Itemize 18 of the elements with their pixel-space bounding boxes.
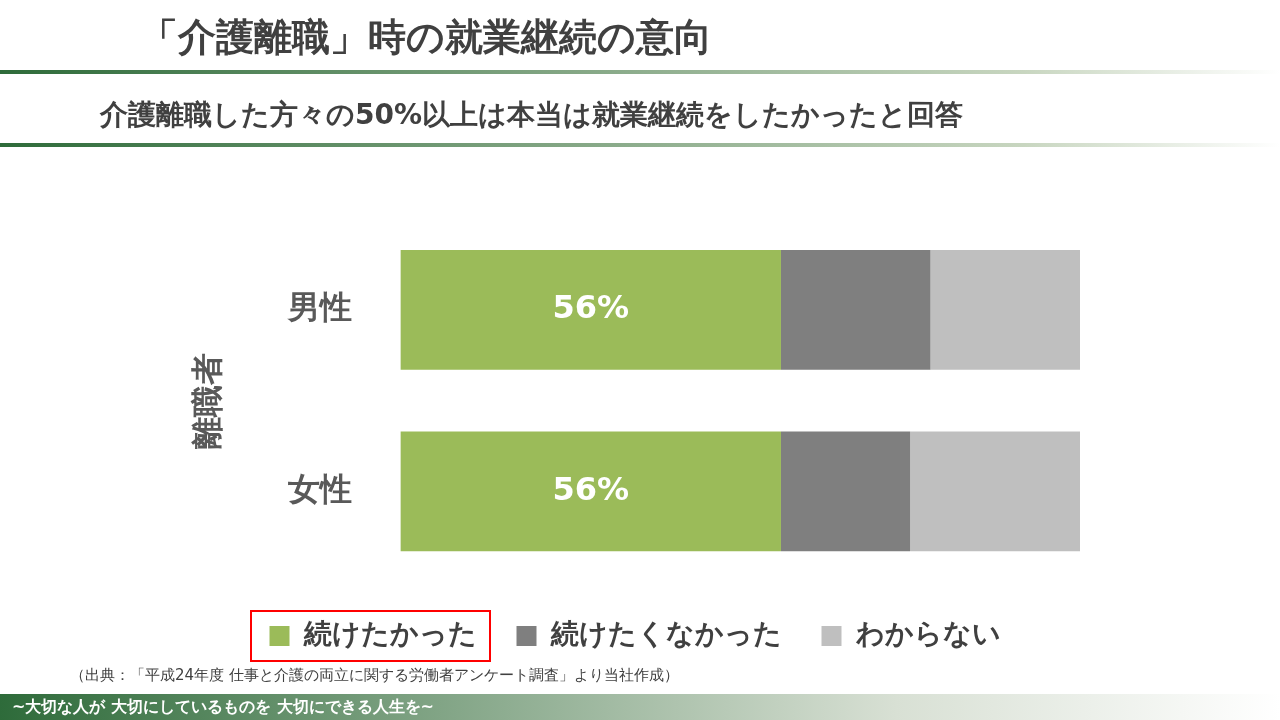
- data-label: 56%: [552, 469, 629, 508]
- text: ~大切な人が 大切にしているものを 大切にできる人生を~: [12, 697, 434, 718]
- chart-subtitle: 介護離職した方々の50%以上は本当は就業継続をしたかったと回答: [100, 97, 964, 133]
- bar: [930, 250, 1080, 370]
- y-axis-title: 離職者: [187, 352, 226, 450]
- bar: [910, 431, 1080, 552]
- chart-title: 「介護離職」時の就業継続の意向: [140, 14, 712, 61]
- legend-label: 続けたくなかった: [549, 617, 782, 651]
- legend-label: 続けたかった: [302, 617, 477, 651]
- text: （出典：「平成24年度 仕事と介護の両立に関する労働者アンケート調査」より当社作成）: [70, 666, 679, 685]
- bar: [400, 431, 781, 552]
- data-label: 56%: [552, 288, 629, 327]
- bar: [400, 250, 781, 370]
- legend-label: わからない: [854, 617, 1001, 651]
- bar: [780, 250, 931, 370]
- y-tick-label: 女性: [287, 469, 353, 508]
- bar: [780, 431, 911, 552]
- y-tick-label: 男性: [287, 288, 353, 327]
